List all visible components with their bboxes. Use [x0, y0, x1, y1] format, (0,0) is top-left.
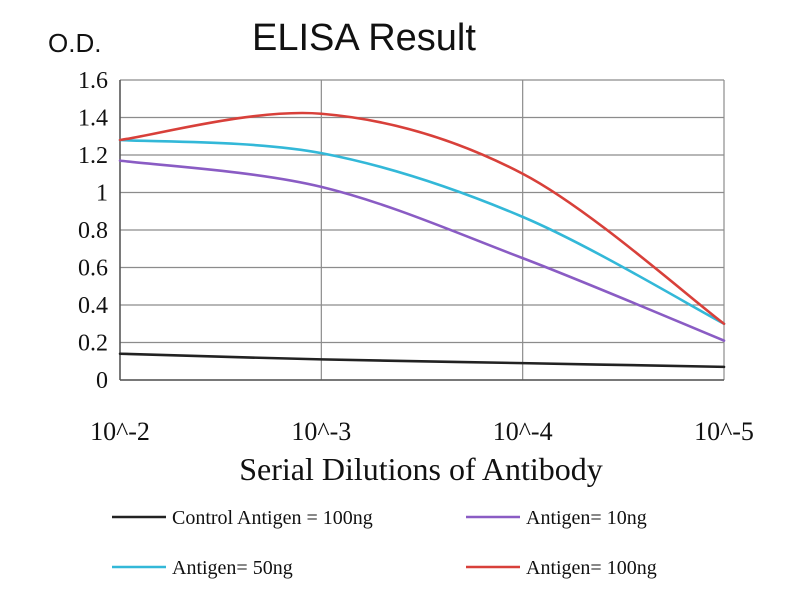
x-tick-label: 10^-2	[90, 417, 150, 446]
y-tick-label: 0.2	[78, 331, 108, 357]
plot-grid	[119, 79, 725, 381]
series-lines	[118, 111, 726, 369]
y-tick-label: 0.6	[78, 256, 108, 282]
legend-label: Antigen= 10ng	[526, 507, 647, 529]
chart-title: ELISA Result	[252, 17, 476, 59]
y-tick-label: 0	[96, 368, 108, 394]
legend-label: Antigen= 50ng	[172, 557, 293, 579]
y-tick-label: 1.4	[78, 106, 108, 132]
y-tick-label: 0.8	[78, 218, 108, 244]
y-tick-label: 1.2	[78, 143, 108, 169]
legend: Control Antigen = 100ng Antigen= 10ng Anti…	[112, 507, 657, 579]
series-line-1	[118, 159, 726, 342]
x-tick-labels: 10^-2 10^-3 10^-4 10^-5	[90, 417, 754, 446]
y-tick-labels: 0 0.2 0.4 0.6 0.8 1 1.2 1.4 1.6	[78, 68, 108, 394]
series-line-3	[118, 111, 726, 326]
series-line-0	[118, 352, 726, 369]
x-tick-label: 10^-3	[291, 417, 351, 446]
y-tick-label: 0.4	[78, 293, 108, 319]
x-tick-label: 10^-5	[694, 417, 754, 446]
legend-label: Control Antigen = 100ng	[172, 507, 373, 529]
legend-label: Antigen= 100ng	[526, 557, 657, 579]
x-tick-label: 10^-4	[493, 417, 553, 446]
y-axis-title: O.D.	[48, 28, 101, 58]
y-tick-label: 1	[96, 181, 108, 207]
y-tick-label: 1.6	[78, 68, 108, 94]
x-axis-title: Serial Dilutions of Antibody	[239, 451, 603, 487]
series-line-2	[118, 138, 726, 326]
